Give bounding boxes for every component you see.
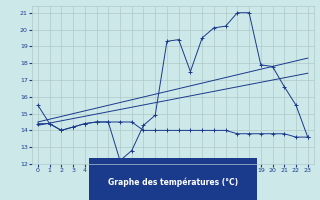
X-axis label: Graphe des températures (°C): Graphe des températures (°C)	[108, 177, 238, 187]
